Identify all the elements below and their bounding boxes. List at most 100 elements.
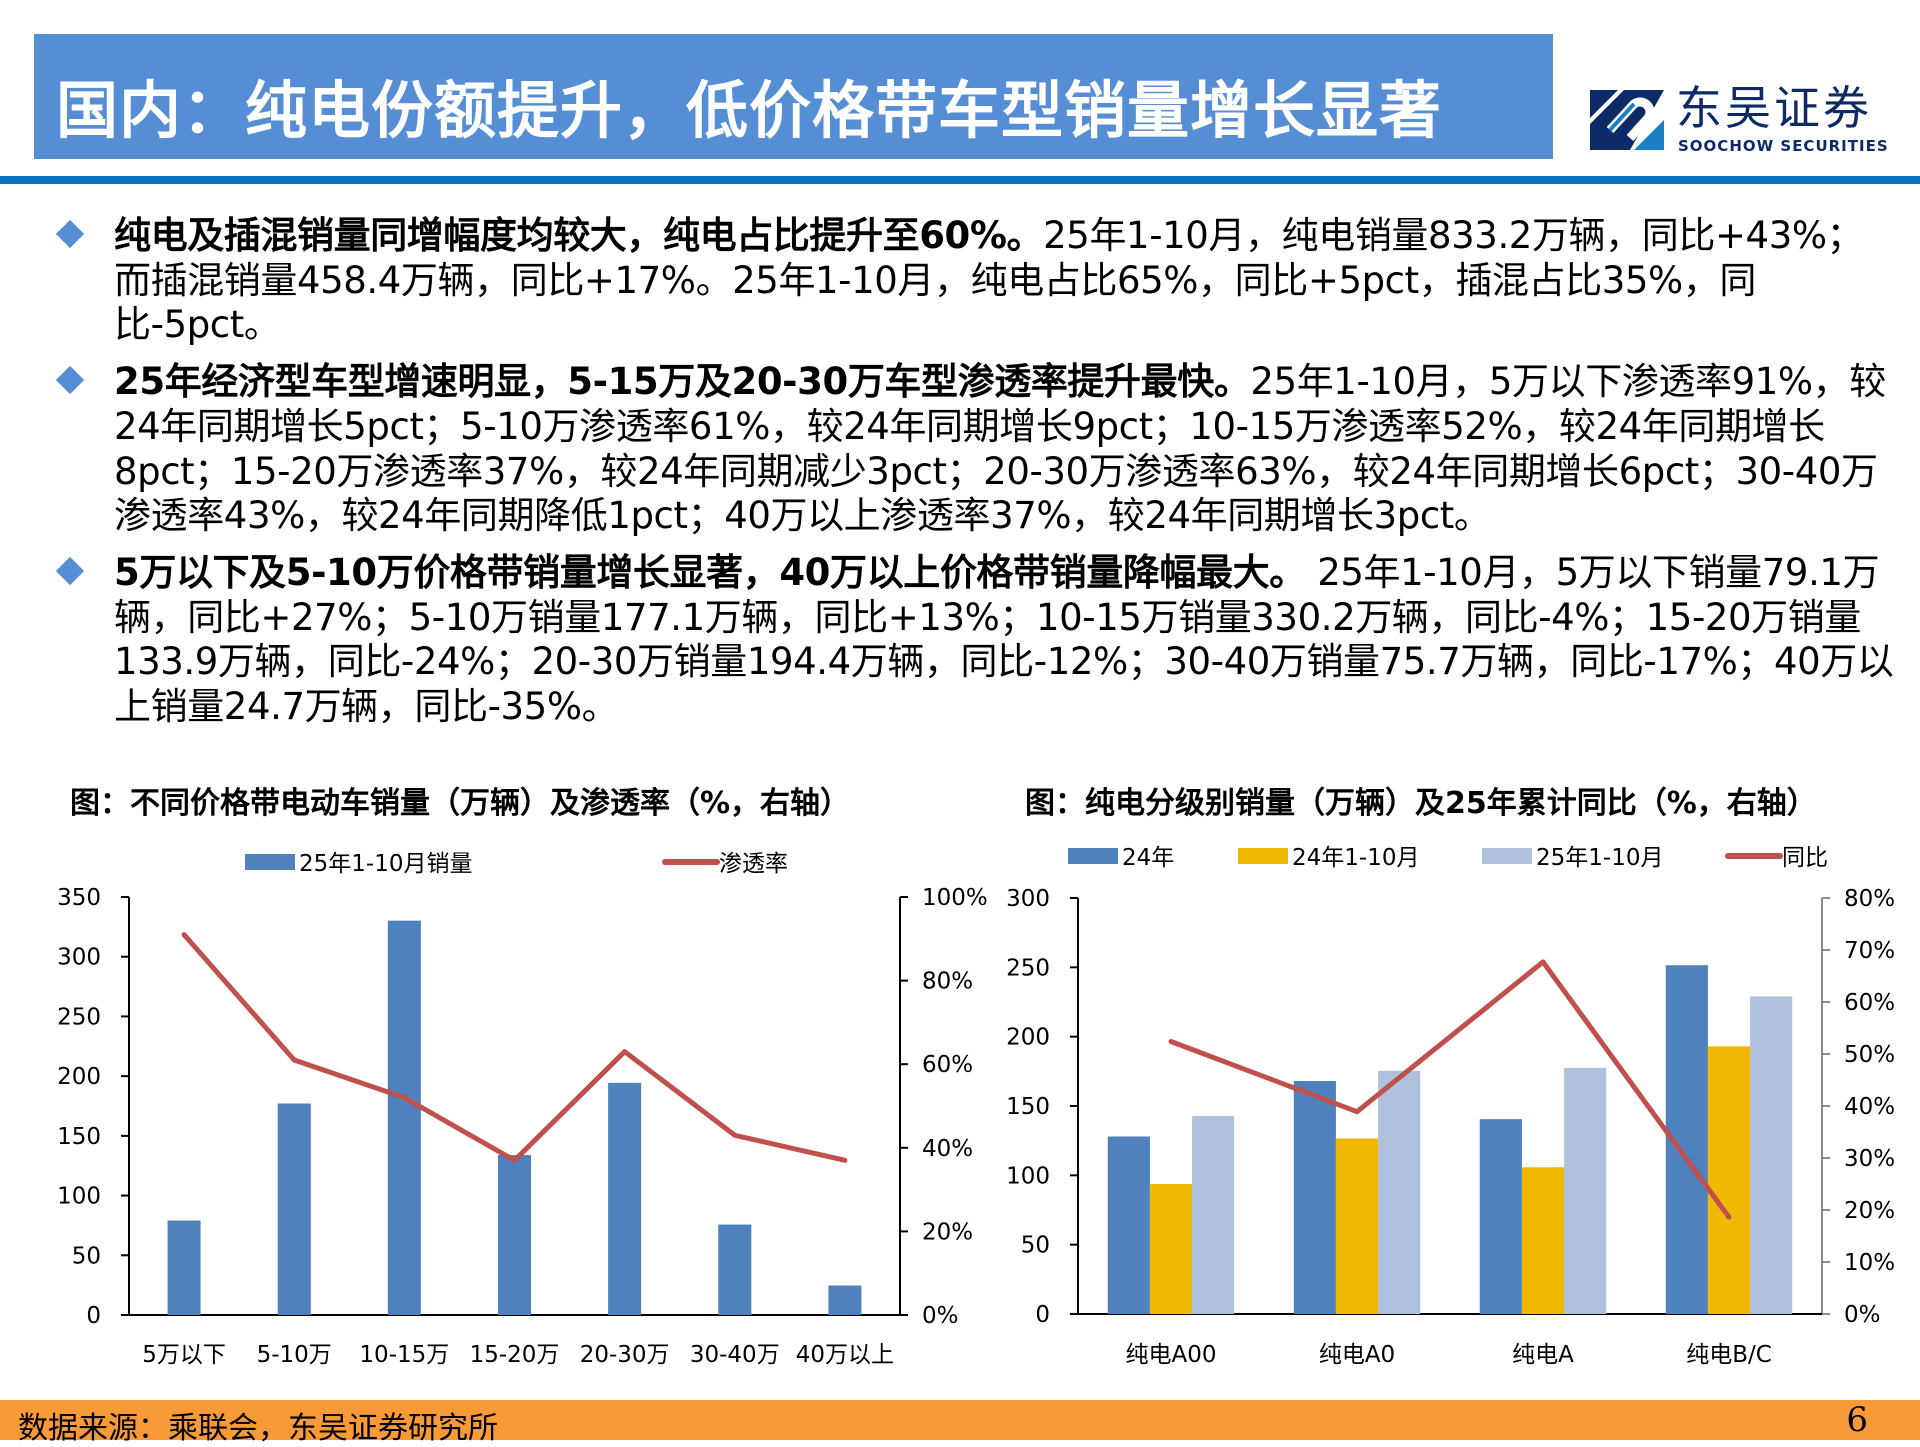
page-title: 国内：纯电份额提升，低价格带车型销量增长显著 [56,74,1443,147]
y2-tick-label: 40% [1844,1094,1895,1120]
y2-tick-label: 10% [1844,1250,1895,1276]
bar-25年1-10月 [1378,1070,1421,1314]
category-label: 30-40万 [690,1342,780,1368]
data-source: 数据来源：乘联会，东吴证券研究所 [18,1411,498,1446]
y2-tick-label: 100% [922,885,988,911]
y-tick-label: 350 [57,885,101,911]
line-point [1540,959,1546,965]
bar-24年1-10月 [1707,1046,1751,1314]
bar-24年 [1479,1119,1522,1314]
y-tick-label: 300 [1006,886,1050,912]
legend-swatch [1068,848,1118,864]
bar-25年1-10月 [1750,996,1793,1314]
bar-24年1-10月 [1521,1167,1565,1314]
y2-tick-label: 60% [1844,990,1895,1016]
y2-tick-label: 80% [922,969,973,995]
y2-tick-label: 30% [1844,1146,1895,1172]
bar-25年1-10月销量 [277,1103,311,1315]
title-bar: 国内：纯电份额提升，低价格带车型销量增长显著 [34,34,1553,159]
y-tick-label: 150 [57,1124,101,1150]
y-tick-label: 300 [57,945,101,971]
bar-25年1-10月 [1192,1115,1235,1314]
category-label: 15-20万 [470,1342,560,1368]
y2-tick-label: 0% [1844,1302,1881,1328]
y-tick-label: 50 [72,1243,101,1269]
category-label: 纯电A00 [1125,1342,1216,1368]
bullet-item: 纯电及插混销量同增幅度均较大，纯电占比提升至60%。25年1-10月，纯电销量8… [55,214,1896,348]
category-label: 5-10万 [257,1342,332,1368]
legend-label: 24年1-10月 [1292,845,1419,871]
line-point [842,1157,848,1163]
y2-tick-label: 80% [1844,886,1895,912]
header-rule [0,176,1920,184]
bullet-item: 5万以下及5-10万价格带销量增长显著，40万以上价格带销量降幅最大。 25年1… [55,551,1896,730]
line-point [1726,1214,1732,1220]
bullet-body: 25年1-10月，5万以下渗透率91%，较24年同期增长5pct；5-10万渗透… [114,360,1886,538]
line-point [732,1132,738,1138]
line-point [291,1057,297,1063]
line-point [401,1095,407,1101]
legend-label: 同比 [1782,845,1828,871]
bullet-lead: 5万以下及5-10万价格带销量增长显著，40万以上价格带销量降幅最大。 [114,550,1306,594]
legend-label: 25年1-10月销量 [299,851,472,877]
legend-swatch [1482,848,1532,864]
bullet-text: 纯电及插混销量同增幅度均较大，纯电占比提升至60%。25年1-10月，纯电销量8… [114,214,1896,348]
y2-tick-label: 50% [1844,1042,1895,1068]
bar-24年1-10月 [1335,1138,1379,1314]
bar-25年1-10月 [1564,1067,1607,1314]
soochow-logo-icon [1590,90,1664,150]
bar-24年 [1293,1081,1336,1314]
legend-label: 24年 [1122,845,1174,871]
y-tick-label: 50 [1021,1233,1050,1259]
category-label: 10-15万 [359,1342,449,1368]
y-tick-label: 100 [57,1184,101,1210]
bar-25年1-10月销量 [387,920,421,1315]
legend-label: 25年1-10月 [1536,845,1663,871]
y-tick-label: 250 [57,1004,101,1030]
legend-swatch [245,854,295,870]
category-label: 40万以上 [796,1342,894,1368]
y2-tick-label: 20% [1844,1198,1895,1224]
y2-tick-label: 0% [922,1303,959,1329]
y-tick-label: 200 [1006,1025,1050,1051]
line-point [622,1049,628,1055]
footer-bar: 数据来源：乘联会，东吴证券研究所 6 [0,1400,1920,1446]
soochow-logo: 东吴证券 SOOCHOW SECURITIES [1590,84,1910,160]
line-point [512,1157,517,1163]
y2-tick-label: 70% [1844,938,1895,964]
line-point [1354,1109,1360,1115]
bullet-lead: 25年经济型车型增速明显，5-15万及20-30万车型渗透率提升最快。 [114,360,1251,404]
y-tick-label: 0 [86,1303,101,1329]
y-tick-label: 0 [1035,1302,1050,1328]
y-tick-label: 100 [1006,1163,1050,1189]
bar-25年1-10月销量 [828,1285,862,1315]
bullet-lead: 纯电及插混销量同增幅度均较大，纯电占比提升至60%。 [114,214,1044,257]
legend-swatch [1238,848,1288,864]
category-label: 纯电A [1512,1342,1574,1368]
category-label: 纯电A0 [1319,1342,1395,1368]
bar-24年 [1107,1136,1150,1314]
bullet-body: 25年1-10月，5万以下销量79.1万辆，同比+27%；5-10万销量177.… [114,550,1894,729]
line-同比 [1170,959,1732,1219]
bullet-body: 25年1-10月，纯电销量833.2万辆，同比+43%；而插混销量458.4万辆… [114,214,1864,347]
bar-25年1-10月销量 [608,1082,642,1315]
y-tick-label: 250 [1006,955,1050,981]
bar-25年1-10月销量 [167,1220,201,1315]
bullet-text: 25年经济型车型增速明显，5-15万及20-30万车型渗透率提升最快。25年1-… [114,360,1896,539]
category-label: 20-30万 [580,1342,670,1368]
bullet-list: 纯电及插混销量同增幅度均较大，纯电占比提升至60%。25年1-10月，纯电销量8… [55,214,1896,742]
chart-title-price-band: 图：不同价格带电动车销量（万辆）及渗透率（%，右轴） [70,786,851,821]
category-label: 纯电B/C [1686,1342,1772,1368]
line-point [1168,1039,1174,1045]
y2-tick-label: 60% [922,1052,973,1078]
y2-tick-label: 40% [922,1136,973,1162]
bar-24年1-10月 [1149,1184,1193,1314]
line-point [181,932,187,938]
page-number: 6 [1846,1400,1868,1440]
y-tick-label: 150 [1006,1094,1050,1120]
category-label: 5万以下 [142,1342,226,1368]
bullet-text: 5万以下及5-10万价格带销量增长显著，40万以上价格带销量降幅最大。 25年1… [114,551,1896,730]
bullet-item: 25年经济型车型增速明显，5-15万及20-30万车型渗透率提升最快。25年1-… [55,360,1896,539]
legend-label: 渗透率 [719,851,788,877]
